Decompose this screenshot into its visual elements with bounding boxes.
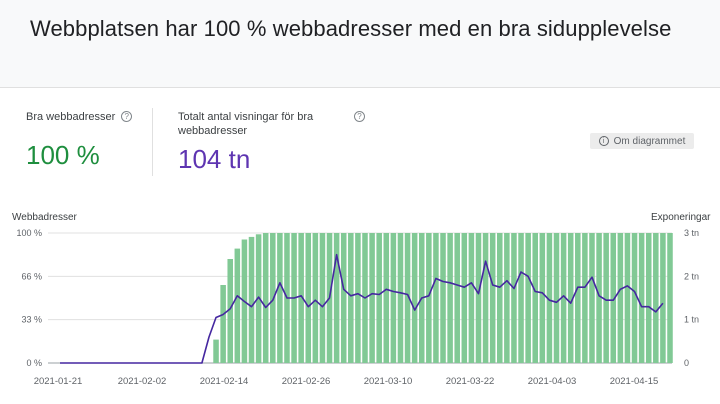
header: Webbplatsen har 100 % webbadresser med e… bbox=[0, 0, 720, 88]
bar bbox=[305, 233, 312, 363]
bar bbox=[255, 234, 262, 363]
left-tick-label: 0 % bbox=[26, 358, 42, 368]
bar bbox=[489, 233, 496, 363]
bar bbox=[312, 233, 319, 363]
x-tick-label: 2021-03-10 bbox=[364, 376, 413, 387]
bar bbox=[319, 233, 326, 363]
help-icon[interactable]: ? bbox=[121, 111, 133, 122]
bar bbox=[277, 233, 283, 363]
right-tick-label: 2 tn bbox=[684, 271, 699, 281]
bar bbox=[518, 233, 524, 363]
x-tick-label: 2021-03-22 bbox=[446, 376, 495, 387]
bar bbox=[383, 233, 390, 363]
bar bbox=[553, 233, 560, 363]
bar bbox=[667, 233, 673, 363]
bar bbox=[511, 233, 517, 363]
bar bbox=[624, 233, 631, 363]
left-tick-label: 100 % bbox=[16, 228, 42, 238]
x-tick-label: 2021-01-21 bbox=[34, 376, 83, 387]
bar bbox=[355, 233, 361, 363]
bar bbox=[270, 233, 276, 363]
bar bbox=[220, 285, 226, 363]
bar bbox=[369, 233, 375, 363]
x-tick-label: 2021-04-15 bbox=[610, 376, 659, 387]
metric-good-urls-label: Bra webbadresser bbox=[26, 111, 116, 123]
info-icon: i bbox=[598, 136, 609, 146]
x-tick-label: 2021-04-03 bbox=[528, 376, 577, 387]
bar bbox=[454, 233, 460, 363]
bar bbox=[433, 233, 439, 363]
bar bbox=[213, 339, 219, 363]
impressions-line bbox=[60, 253, 664, 364]
bar bbox=[468, 233, 475, 363]
help-icon[interactable]: ? bbox=[354, 111, 365, 122]
bar bbox=[582, 233, 588, 363]
bar bbox=[376, 233, 382, 363]
bar bbox=[461, 233, 468, 363]
metric-total-impressions-value: 104 tn bbox=[178, 144, 251, 174]
bar bbox=[546, 233, 553, 363]
bar bbox=[660, 233, 666, 363]
bar bbox=[426, 233, 432, 363]
bar bbox=[617, 233, 624, 363]
metric-total-impressions-label: Totalt antal visningar för bra webbadres… bbox=[178, 111, 314, 137]
bar bbox=[404, 233, 411, 363]
bar bbox=[532, 233, 538, 363]
bar bbox=[482, 233, 489, 363]
left-axis-title: Webbadresser bbox=[12, 212, 77, 223]
x-tick-label: 2021-02-14 bbox=[200, 376, 249, 387]
x-tick-label: 2021-02-02 bbox=[118, 376, 167, 387]
page-title: Webbplatsen har 100 % webbadresser med e… bbox=[30, 16, 672, 41]
metric-good-urls-value: 100 % bbox=[26, 140, 100, 170]
bar bbox=[248, 236, 255, 363]
bar bbox=[447, 233, 453, 363]
bar bbox=[227, 259, 233, 363]
about-chart-label: Om diagrammet bbox=[613, 135, 686, 147]
bar bbox=[348, 233, 354, 363]
bar bbox=[390, 233, 397, 363]
bar bbox=[298, 233, 304, 363]
bar bbox=[589, 233, 595, 363]
bar bbox=[411, 233, 418, 363]
bar bbox=[567, 233, 574, 363]
bar bbox=[525, 233, 531, 363]
bar bbox=[440, 233, 446, 363]
bar bbox=[333, 233, 340, 363]
bar bbox=[397, 233, 404, 363]
bar bbox=[475, 233, 482, 363]
bar bbox=[638, 233, 645, 363]
bar bbox=[497, 233, 503, 363]
right-axis-title: Exponeringar bbox=[651, 212, 711, 223]
right-tick-label: 3 tn bbox=[684, 228, 699, 238]
left-tick-label: 66 % bbox=[21, 271, 42, 281]
bar bbox=[539, 233, 546, 363]
bar bbox=[603, 233, 609, 363]
x-tick-label: 2021-02-26 bbox=[282, 376, 331, 387]
bar bbox=[575, 233, 581, 363]
bar bbox=[262, 233, 269, 363]
bar bbox=[504, 233, 510, 363]
bar bbox=[610, 233, 617, 363]
bar bbox=[596, 233, 602, 363]
bar bbox=[234, 248, 241, 363]
bar bbox=[560, 233, 567, 363]
divider bbox=[152, 108, 153, 176]
right-tick-label: 1 tn bbox=[684, 315, 699, 325]
bar bbox=[653, 233, 659, 363]
left-tick-label: 33 % bbox=[21, 315, 42, 325]
about-chart-button[interactable]: i Om diagrammet bbox=[590, 133, 694, 149]
bar bbox=[631, 233, 638, 363]
metric-total-impressions: Totalt antal visningar för bra webbadres… bbox=[178, 110, 368, 175]
metric-good-urls: Bra webbadresser ? 100 % bbox=[26, 110, 133, 171]
bar bbox=[340, 233, 347, 363]
bar bbox=[645, 233, 652, 363]
right-tick-label: 0 bbox=[684, 358, 689, 368]
